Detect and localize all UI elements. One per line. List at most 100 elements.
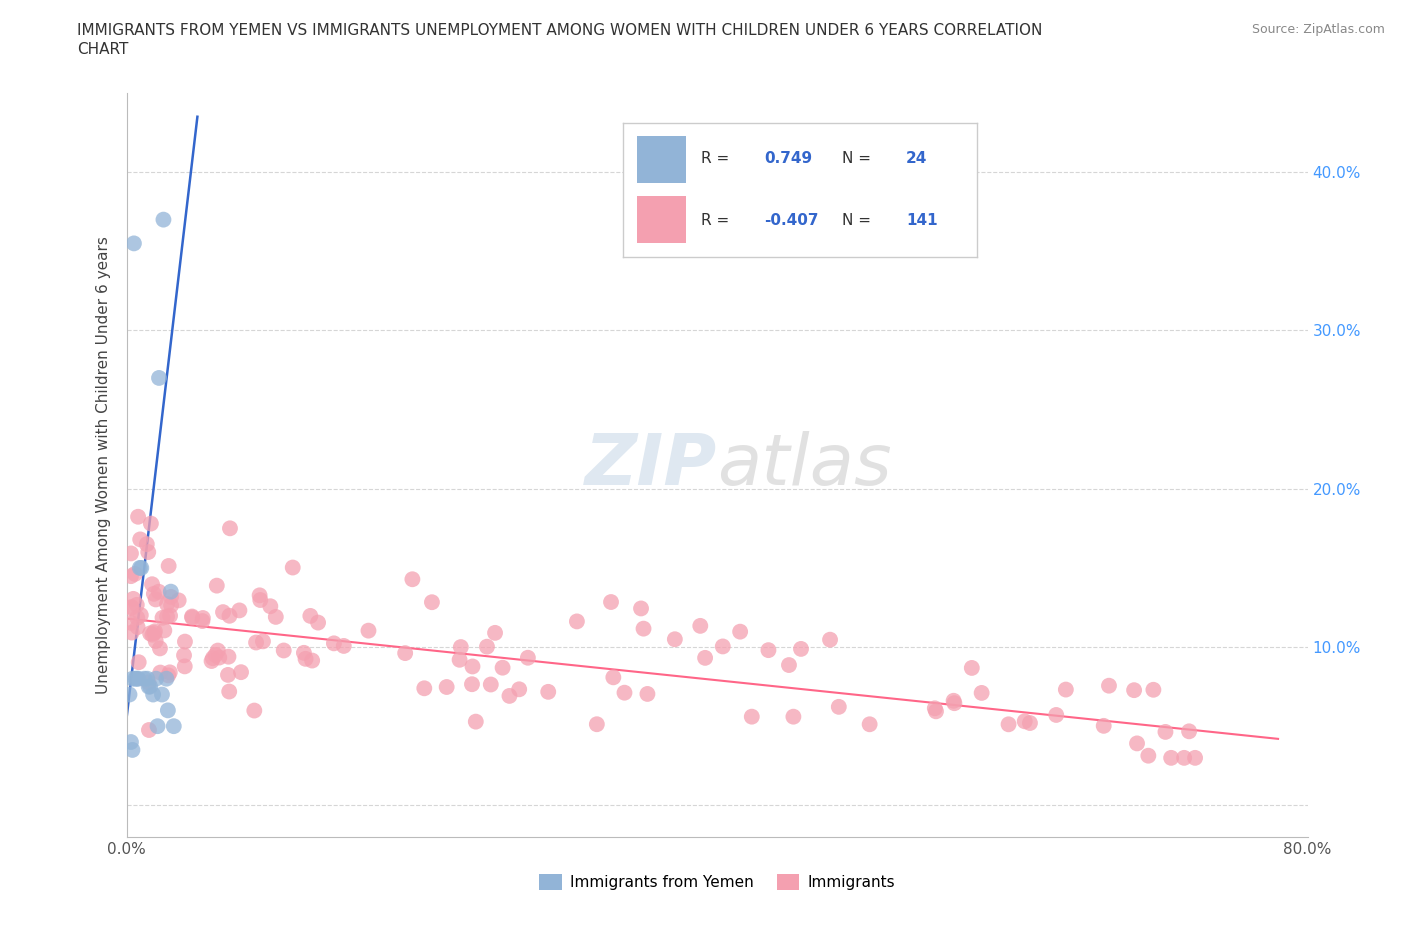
Point — [633, 621, 655, 636]
Point — [142, 587, 165, 602]
Point — [818, 632, 841, 647]
Point — [299, 608, 322, 623]
Point — [191, 611, 214, 626]
Point — [1045, 708, 1067, 723]
Point — [148, 584, 170, 599]
Point — [461, 659, 484, 674]
Point — [201, 651, 224, 666]
Point — [484, 625, 506, 640]
Point — [156, 703, 179, 718]
Point — [145, 592, 167, 607]
Point — [782, 710, 804, 724]
Point — [1160, 751, 1182, 765]
Point — [281, 560, 304, 575]
Point — [537, 684, 560, 699]
Point — [925, 704, 948, 719]
Point — [413, 681, 436, 696]
Point — [136, 545, 159, 560]
Point — [758, 643, 780, 658]
Point — [141, 627, 163, 642]
Point — [924, 701, 946, 716]
Point — [228, 603, 250, 618]
Point — [613, 685, 636, 700]
Point — [121, 625, 143, 640]
Point — [333, 639, 356, 654]
Point — [129, 561, 153, 576]
Point — [160, 598, 183, 613]
Point — [741, 710, 763, 724]
Point — [1154, 724, 1177, 739]
Point — [960, 660, 983, 675]
Point — [516, 650, 538, 665]
Point — [122, 236, 145, 251]
Point — [508, 682, 530, 697]
Point — [273, 643, 295, 658]
Point — [135, 537, 157, 551]
Legend: Immigrants from Yemen, Immigrants: Immigrants from Yemen, Immigrants — [533, 868, 901, 897]
Point — [475, 639, 498, 654]
Point — [145, 633, 167, 648]
Point — [181, 610, 204, 625]
Point — [121, 671, 143, 686]
Point — [1014, 714, 1036, 729]
Point — [1184, 751, 1206, 765]
Point — [249, 592, 271, 607]
Point — [145, 671, 167, 686]
Point — [120, 601, 142, 616]
Point — [120, 546, 142, 561]
Point — [1123, 683, 1146, 698]
Point — [357, 623, 380, 638]
Point — [208, 650, 231, 665]
Point — [157, 668, 180, 683]
Point — [152, 212, 174, 227]
Point — [150, 687, 173, 702]
Point — [173, 648, 195, 663]
Point — [152, 610, 174, 625]
Point — [942, 694, 965, 709]
Point — [127, 619, 149, 634]
Point — [1098, 678, 1121, 693]
Point — [127, 671, 149, 686]
Point — [1126, 736, 1149, 751]
Point — [790, 642, 813, 657]
Point — [294, 651, 316, 666]
Point — [136, 671, 159, 686]
Point — [778, 658, 800, 672]
Point — [148, 370, 170, 385]
Point — [159, 608, 181, 623]
Point — [124, 671, 146, 686]
Point — [173, 659, 195, 674]
Point — [120, 735, 142, 750]
Point — [124, 566, 146, 581]
Point — [204, 647, 226, 662]
Point — [138, 675, 160, 690]
Point — [450, 640, 472, 655]
Point — [1178, 724, 1201, 738]
Point — [128, 561, 150, 576]
Text: CHART: CHART — [77, 42, 129, 57]
Point — [420, 595, 443, 610]
Point — [728, 624, 751, 639]
Y-axis label: Unemployment Among Women with Children Under 6 years: Unemployment Among Women with Children U… — [96, 236, 111, 694]
Point — [118, 687, 141, 702]
Text: atlas: atlas — [717, 431, 891, 499]
Point — [436, 680, 458, 695]
Point — [138, 679, 160, 694]
Point — [127, 510, 149, 525]
Point — [711, 639, 734, 654]
Point — [479, 677, 502, 692]
Point — [217, 668, 239, 683]
Point — [1142, 683, 1164, 698]
Point — [129, 532, 152, 547]
Point — [464, 714, 486, 729]
Point — [128, 655, 150, 670]
Point — [218, 608, 240, 623]
Point — [461, 677, 484, 692]
Point — [167, 593, 190, 608]
Point — [138, 723, 160, 737]
Point — [292, 645, 315, 660]
Point — [163, 719, 186, 734]
Point — [153, 623, 176, 638]
Point — [200, 654, 222, 669]
Point — [585, 717, 607, 732]
